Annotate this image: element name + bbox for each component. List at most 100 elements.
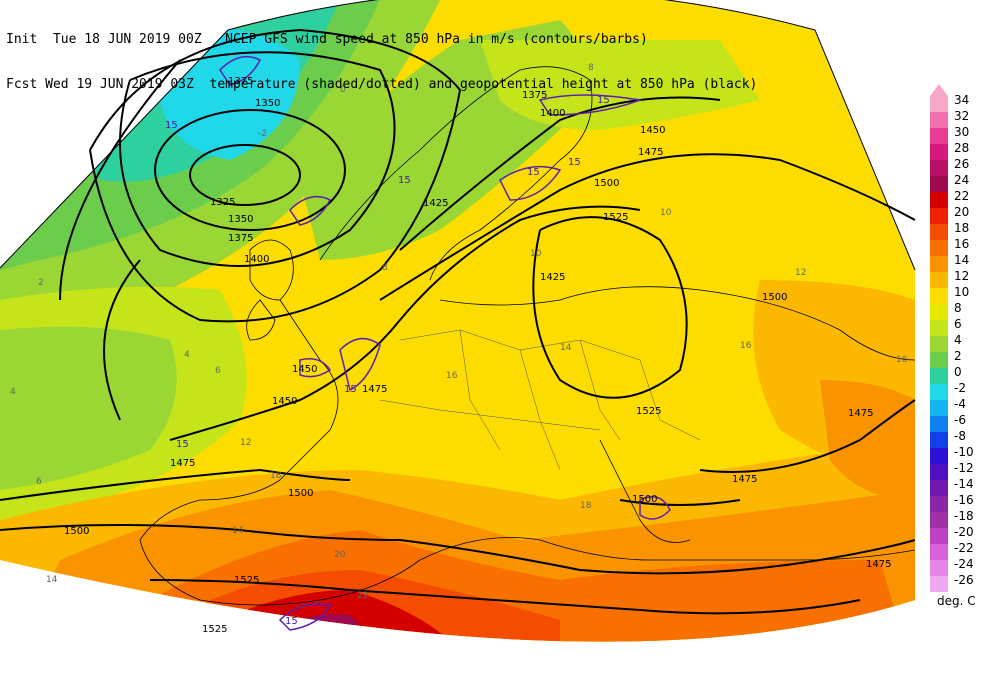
colorbar-label: 8 [954,301,962,315]
height-label: 1525 [202,624,227,635]
temperature-colorbar: 34 32 30 28 26 24 22 20 18 16 14 12 10 8 6 4 2 0 -2 -4 -6 -8-… [930,84,1000,614]
colorbar-swatch [930,384,948,400]
temp-label: 16 [896,355,908,365]
height-label: 1375 [228,233,253,244]
colorbar-swatch [930,320,948,336]
wind-label: 15 [568,157,581,168]
header-line-init: Init Tue 18 JUN 2019 00Z NCEP GFS wind s… [6,32,648,47]
colorbar-label: -12 [954,461,974,475]
colorbar-swatch [930,352,948,368]
colorbar-label: 4 [954,333,962,347]
colorbar-label: -8 [954,429,966,443]
temp-label: 4 [184,350,190,360]
height-label: 1500 [594,178,619,189]
height-label: 1525 [603,212,628,223]
temp-label: 6 [36,477,42,487]
colorbar-label: 16 [954,237,970,251]
temp-label: 16 [740,341,752,351]
colorbar-swatch [930,576,948,592]
map-border [0,0,916,271]
wind-label: 15 [527,167,540,178]
height-label: 1375 [228,76,253,87]
temp-label: 0 [340,85,346,95]
colorbar-swatch [930,192,948,208]
height-label: 1500 [64,526,89,537]
colorbar-label: 32 [954,109,970,123]
colorbar-swatch [930,432,948,448]
temp-label: 6 [215,366,221,376]
colorbar-arrow [930,84,948,96]
colorbar-label: -16 [954,493,974,507]
wind-label: 15 [285,616,298,627]
temp-label: 12 [240,438,251,448]
temp-label: 4 [10,387,16,397]
height-label: 1400 [540,108,565,119]
colorbar-label: -24 [954,557,974,571]
borders [379,329,701,471]
height-label: 1500 [762,292,787,303]
colorbar-label: 30 [954,125,970,139]
colorbar-swatch [930,480,948,496]
temp-label: 20 [334,550,346,560]
colorbar-swatch [930,96,948,112]
temp-label: 12 [795,268,806,278]
colorbar-swatch [930,256,948,272]
colorbar-label: 18 [954,221,970,235]
map-header: Init Tue 18 JUN 2019 00Z NCEP GFS wind s… [6,2,757,107]
height-label: 1425 [540,272,565,283]
height-label: 1500 [632,494,657,505]
height-label: 1425 [423,198,448,209]
height-label: 1350 [255,98,280,109]
colorbar-swatch [930,368,948,384]
height-label: 1375 [522,90,547,101]
colorbar-swatch [930,448,948,464]
colorbar-swatch [930,176,948,192]
temp-label: -2 [258,129,267,139]
height-label: 1475 [638,147,663,158]
colorbar-label: 22 [954,189,970,203]
colorbar-swatch [930,128,948,144]
colorbar-label: 2 [954,349,962,363]
colorbar-swatch [930,544,948,560]
colorbar-label: -20 [954,525,974,539]
temp-label: 22 [357,591,368,601]
height-label: 1475 [732,474,757,485]
temp-label: 14 [560,343,572,353]
height-label: 1525 [234,575,259,586]
wind-contours [219,55,671,631]
colorbar-swatch [930,416,948,432]
colorbar-label: 20 [954,205,970,219]
height-label: 1525 [636,406,661,417]
colorbar-swatch [930,304,948,320]
temp-label: 2 [38,278,44,288]
colorbar-label: 10 [954,285,970,299]
coastlines [139,66,916,606]
header-line-fcst: Fcst Wed 19 JUN 2019 03Z temperature (sh… [6,77,758,92]
wind-label: 15 [597,95,610,106]
temp-label: 14 [46,575,58,585]
wind-label: 15 [165,120,178,131]
temp-label: 16 [446,371,458,381]
wind-label: 15 [176,439,189,450]
colorbar-label: 6 [954,317,962,331]
colorbar-swatch [930,512,948,528]
temp-label: 18 [270,471,282,481]
height-label: 1450 [292,364,317,375]
wind-label: 15 [344,384,357,395]
colorbar-swatch [930,112,948,128]
height-label: 1475 [362,384,387,395]
colorbar-label: -22 [954,541,974,555]
colorbar-label: 34 [954,93,970,107]
temperature-labels: -2 0 2 4 6 8 10 12 14 16 18 20 22 14 16 … [10,63,908,601]
colorbar-label: -2 [954,381,966,395]
temp-label: 10 [530,249,542,259]
wind-label: 15 [398,175,411,186]
temp-label: 8 [382,263,388,273]
height-label: 1325 [210,197,235,208]
colorbar-swatch [930,240,948,256]
height-labels: 1375 1350 1325 1350 1375 1400 1425 1450 … [64,76,891,635]
colorbar-units: deg. C [937,594,976,608]
colorbar-swatch [930,400,948,416]
height-label: 1400 [244,254,269,265]
